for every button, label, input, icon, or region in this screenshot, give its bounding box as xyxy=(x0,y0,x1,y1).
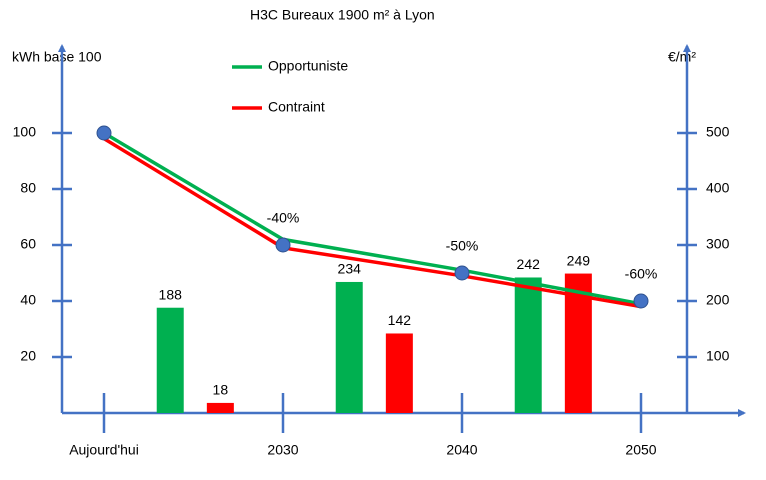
y-tick-label: 20 xyxy=(20,348,36,364)
y-tick-label: 60 xyxy=(20,236,36,252)
point xyxy=(633,293,649,309)
point-label: -50% xyxy=(446,238,479,254)
point-label: -40% xyxy=(267,210,300,226)
x-tick-label: Aujourd'hui xyxy=(69,442,139,458)
bar-value-label: 18 xyxy=(213,382,229,398)
y2-tick-label: 400 xyxy=(706,180,730,196)
bar-value-label: 249 xyxy=(567,252,591,268)
x-tick-label: 2030 xyxy=(267,442,298,458)
y-tick-label: 100 xyxy=(13,124,37,140)
bar-value-label: 142 xyxy=(388,312,412,328)
bar-value-label: 188 xyxy=(159,286,183,302)
point xyxy=(275,237,291,253)
point xyxy=(96,125,112,141)
y2-tick-label: 100 xyxy=(706,348,730,364)
x-tick-label: 2040 xyxy=(446,442,477,458)
bar-value-label: 242 xyxy=(517,256,541,272)
y-tick-label: 40 xyxy=(20,292,36,308)
bar xyxy=(514,277,542,413)
y2-tick-label: 300 xyxy=(706,236,730,252)
y2-tick-label: 200 xyxy=(706,292,730,308)
line xyxy=(103,137,642,309)
bar xyxy=(335,281,363,413)
bar-value-label: 234 xyxy=(338,261,362,277)
point xyxy=(454,265,470,281)
y2-tick-label: 500 xyxy=(706,124,730,140)
y-axis-label: kWh base 100 xyxy=(12,49,102,65)
legend-label: Contraint xyxy=(268,99,325,115)
bar xyxy=(385,333,413,413)
point-label: -60% xyxy=(625,266,658,282)
bar xyxy=(156,307,184,413)
y2-axis-label: €/m² xyxy=(668,49,696,65)
x-tick-label: 2050 xyxy=(625,442,656,458)
chart-title: H3C Bureaux 1900 m² à Lyon xyxy=(250,7,435,23)
y-tick-label: 80 xyxy=(20,180,36,196)
legend-label: Opportuniste xyxy=(268,58,348,74)
line xyxy=(103,131,642,306)
bar xyxy=(206,402,234,413)
